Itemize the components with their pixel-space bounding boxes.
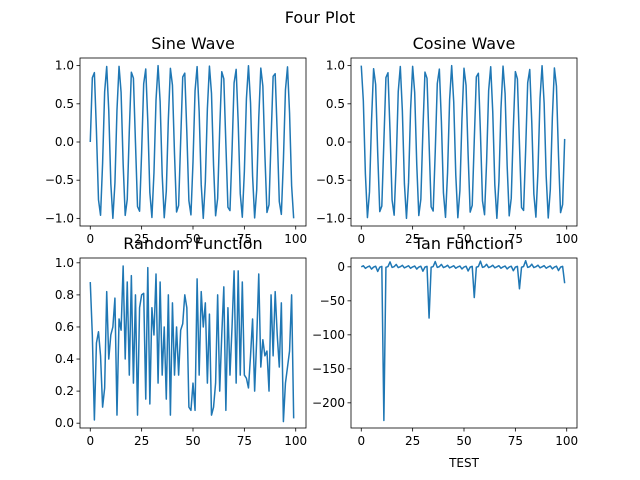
figure-suptitle: Four Plot [285, 8, 355, 27]
sine-wave-xtick-label: 75 [237, 232, 252, 246]
tan-function-ytick-label: −200 [312, 396, 345, 410]
sine-wave-title: Sine Wave [151, 34, 235, 53]
sine-wave-ytick-label: 0.0 [55, 135, 74, 149]
cosine-wave-ytick-label: 0.0 [326, 135, 345, 149]
tan-function-title: Tan Function [413, 234, 514, 253]
sine-wave-xtick-label: 0 [86, 232, 94, 246]
random-function-axes: 0 25 50 75 100 0.0 0.2 0.4 0.6 0.8 1.0 Random Funct… [55, 234, 307, 448]
sine-wave-ytick-label: −0.5 [45, 173, 74, 187]
sine-wave-ytick-label: 1.0 [55, 59, 74, 73]
cosine-wave-ytick-label: 1.0 [326, 59, 345, 73]
tan-function-xlabel: TEST [448, 456, 480, 470]
sine-wave-ytick-label: −1.0 [45, 211, 74, 225]
sine-wave-xtick-label: 50 [185, 232, 200, 246]
random-function-ytick-label: 1.0 [55, 256, 74, 270]
tan-function-xtick-label: 100 [555, 434, 578, 448]
random-function-xtick-label: 25 [134, 434, 149, 448]
random-function-ytick-label: 0.6 [55, 320, 74, 334]
sine-wave-series-line [89, 64, 295, 220]
tan-function-axes: 0 25 50 75 100 −200 −150 −100 −50 0 Tan Function TE… [312, 234, 578, 470]
random-function-ytick-label: 0.2 [55, 384, 74, 398]
tan-function-ytick-label: −50 [320, 294, 345, 308]
cosine-wave-xtick-label: 0 [357, 232, 365, 246]
random-function-xtick-label: 0 [86, 434, 94, 448]
cosine-wave-axes: 0 25 50 75 100 −1.0 −0.5 0.0 0.5 1.0 Cosine Wave [316, 34, 578, 246]
cosine-wave-xtick-label: 50 [456, 232, 471, 246]
sine-wave-xtick-label: 25 [134, 232, 149, 246]
random-function-ytick-label: 0.4 [55, 352, 74, 366]
random-function-title: Random Function [123, 234, 262, 253]
random-function-series-line [89, 265, 295, 423]
cosine-wave-ytick-label: −1.0 [316, 211, 345, 225]
tan-function-xtick-label: 0 [357, 434, 365, 448]
cosine-wave-title: Cosine Wave [413, 34, 516, 53]
random-function-ytick-label: 0.0 [55, 416, 74, 430]
tan-function-ytick-label: −100 [312, 328, 345, 342]
tan-function-xtick-label: 50 [456, 434, 471, 448]
cosine-wave-ytick-label: −0.5 [316, 173, 345, 187]
random-function-xtick-label: 100 [284, 434, 307, 448]
tan-function-ytick-label: −150 [312, 362, 345, 376]
random-function-xtick-label: 50 [185, 434, 200, 448]
tan-function-xtick-label: 25 [405, 434, 420, 448]
tan-function-ytick-label: 0 [337, 260, 345, 274]
cosine-wave-series-line [360, 64, 566, 220]
cosine-wave-xtick-label: 75 [508, 232, 523, 246]
cosine-wave-ytick-label: 0.5 [326, 97, 345, 111]
cosine-wave-xtick-label: 25 [405, 232, 420, 246]
sine-wave-xtick-label: 100 [284, 232, 307, 246]
tan-function-series-line [360, 259, 566, 422]
random-function-xtick-label: 75 [237, 434, 252, 448]
sine-wave-axes: 0 25 50 75 100 −1.0 −0.5 0.0 0.5 1.0 Sine Wave [45, 34, 307, 246]
cosine-wave-xtick-label: 100 [555, 232, 578, 246]
tan-function-xtick-label: 75 [508, 434, 523, 448]
random-function-ytick-label: 0.8 [55, 288, 74, 302]
sine-wave-ytick-label: 0.5 [55, 97, 74, 111]
